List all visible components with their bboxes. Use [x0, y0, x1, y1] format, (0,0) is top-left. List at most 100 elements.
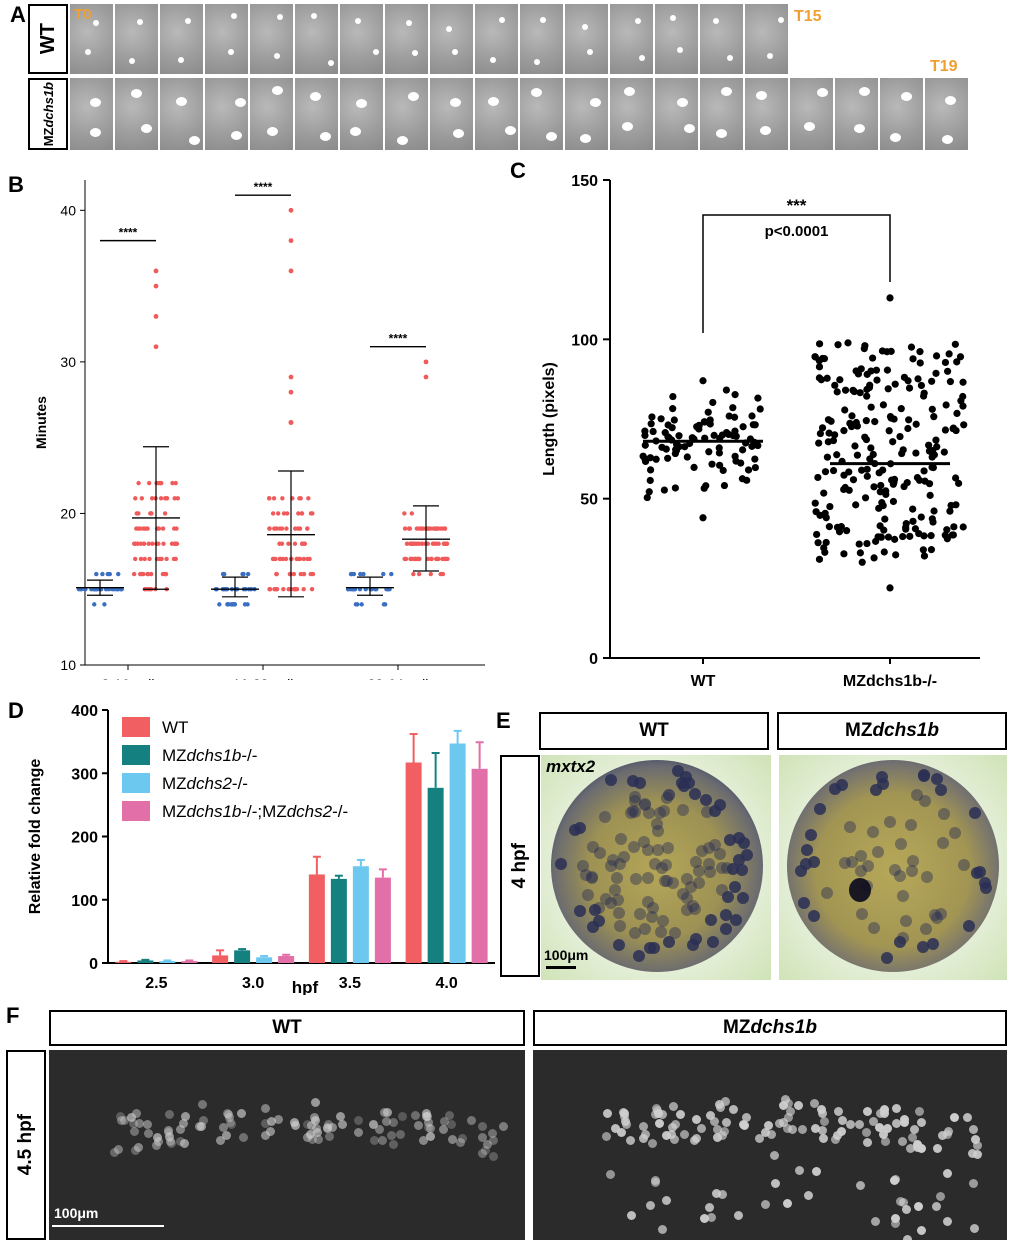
x-tick-label: 8-16 cell [102, 676, 155, 680]
legend-swatch [122, 745, 150, 765]
stain-dot [700, 794, 713, 807]
stain-dot [726, 863, 739, 876]
stain-dot [921, 870, 934, 883]
data-point [837, 523, 845, 531]
data-point [292, 541, 298, 546]
nucleus-dot [621, 122, 633, 132]
data-point [836, 376, 844, 384]
nucleus [639, 1121, 649, 1131]
nucleus [411, 1110, 421, 1120]
stain-dot [729, 881, 742, 894]
legend-label: MZdchs2-/- [162, 774, 248, 793]
y-tick-label: 300 [71, 766, 98, 783]
data-point [131, 541, 137, 546]
bar [330, 878, 347, 963]
nucleus [819, 1134, 829, 1144]
stain-dot [677, 780, 690, 792]
data-point [890, 478, 898, 486]
data-point [960, 421, 968, 429]
data-point [245, 602, 250, 607]
nucleus-dot [406, 19, 413, 26]
data-point [175, 496, 180, 501]
y-axis-label: Minutes [33, 396, 49, 449]
data-point [275, 511, 281, 516]
nucleus [769, 1151, 779, 1161]
nucleus-dot [676, 97, 688, 107]
y-tick-label: 40 [60, 202, 76, 218]
data-point [863, 392, 871, 400]
nucleus [267, 1116, 276, 1126]
nucleus [786, 1107, 795, 1117]
data-point [883, 366, 892, 374]
data-point [279, 526, 285, 531]
outlier-point [153, 268, 159, 274]
stain-dot [576, 860, 589, 873]
bar [405, 762, 422, 963]
data-point [851, 442, 859, 450]
stain-dot [900, 914, 913, 927]
nucleus [426, 1131, 436, 1141]
data-point [932, 436, 940, 444]
mz-frame [790, 78, 835, 150]
nucleus [879, 1105, 889, 1115]
stain-dot [724, 833, 737, 846]
data-point [669, 405, 677, 413]
stain-dot [931, 912, 944, 924]
stain-dot [662, 935, 675, 948]
data-point [438, 526, 443, 531]
panel-c-letter: C [510, 158, 526, 183]
data-point [146, 571, 151, 577]
stain-dot [651, 817, 664, 830]
y-tick-label: 0 [89, 956, 98, 973]
data-point [814, 539, 822, 547]
data-point [359, 602, 364, 607]
data-point [147, 556, 152, 562]
nucleus [457, 1133, 467, 1143]
data-point [301, 556, 306, 562]
data-point [647, 420, 655, 428]
nucleus-dot [451, 49, 458, 56]
stain-dot [917, 769, 930, 782]
data-point [675, 443, 683, 451]
data-point [141, 571, 146, 577]
stain-dot [626, 804, 639, 817]
data-point [361, 571, 366, 577]
data-point [296, 511, 301, 516]
nucleus [290, 1121, 300, 1131]
nucleus-dot [756, 90, 768, 100]
data-point [866, 455, 874, 463]
data-point [872, 537, 880, 545]
significance-label: **** [119, 226, 138, 240]
nucleus-dot [623, 86, 635, 96]
wt-frame [475, 4, 520, 74]
stain-dot [927, 937, 940, 950]
data-point [850, 387, 858, 396]
data-point [914, 375, 922, 383]
bar [308, 874, 325, 963]
nucleus [375, 1124, 385, 1134]
nucleus [328, 1123, 338, 1133]
mz-label-text: MZdchs1b [40, 81, 56, 147]
mz-frame [835, 78, 880, 150]
significance-label: **** [389, 332, 408, 346]
nucleus [856, 1181, 866, 1191]
data-point [705, 448, 713, 456]
stain-dot [920, 922, 933, 935]
wt-timelapse-strip [70, 4, 790, 74]
legend-swatch [122, 717, 150, 737]
data-point [675, 432, 683, 440]
data-point [291, 571, 297, 577]
data-point [725, 412, 733, 420]
stain-dot [648, 942, 661, 955]
stain-dot [703, 841, 716, 854]
nucleus-dot [803, 122, 815, 131]
y-tick-label: 400 [71, 703, 98, 720]
nucleus [810, 1123, 820, 1133]
data-point [309, 587, 315, 592]
data-point [433, 526, 438, 531]
data-point [920, 552, 929, 560]
stain-dot [661, 874, 674, 887]
nucleus [692, 1133, 702, 1143]
data-point [917, 513, 925, 521]
stain-dot [949, 826, 962, 839]
